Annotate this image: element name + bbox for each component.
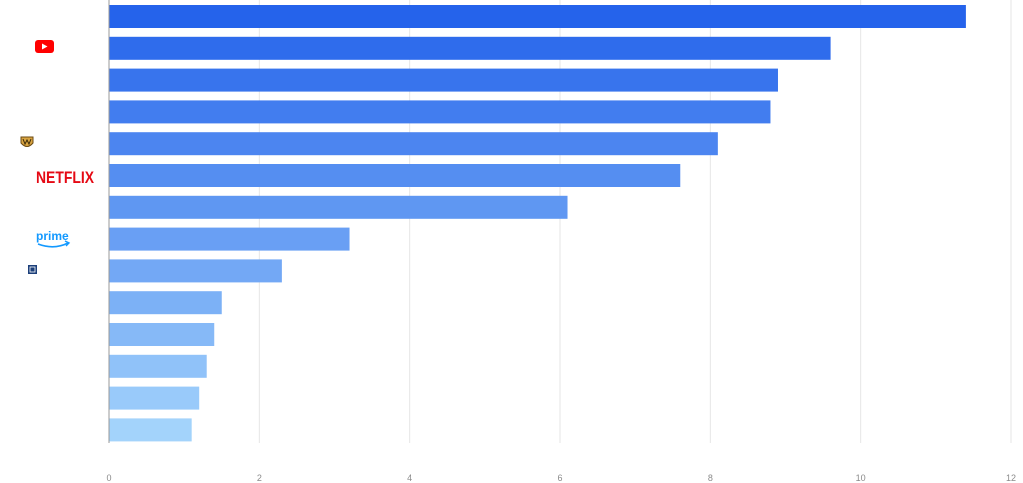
bar	[109, 5, 966, 28]
x-axis-ticks: 0 2 4 6 8 10 12	[106, 473, 1016, 483]
x-tick-label: 6	[557, 473, 562, 483]
bars	[109, 5, 966, 442]
bar	[109, 100, 771, 124]
bar	[109, 227, 350, 251]
netflix-logo: NETFLIX	[36, 168, 95, 187]
bar	[109, 323, 215, 346]
bar	[109, 195, 568, 219]
youtube-logo	[35, 40, 54, 53]
bar	[109, 386, 200, 410]
bar	[109, 354, 207, 378]
bar	[109, 36, 831, 60]
x-tick-label: 4	[407, 473, 412, 483]
prime-logo-text: prime	[36, 229, 69, 243]
bar	[109, 132, 718, 156]
grid-lines	[258, 0, 1012, 443]
x-tick-label: 0	[106, 473, 111, 483]
bar	[109, 291, 222, 315]
bar	[109, 418, 192, 442]
x-tick-label: 12	[1006, 473, 1016, 483]
x-tick-label: 10	[856, 473, 866, 483]
x-tick-label: 2	[257, 473, 262, 483]
bar	[109, 68, 778, 92]
prime-video-logo: prime	[36, 229, 71, 248]
x-tick-label: 8	[708, 473, 713, 483]
bar	[109, 259, 282, 283]
warner-bros-logo	[20, 136, 34, 147]
small-box-logo	[28, 265, 37, 274]
bar	[109, 164, 681, 187]
